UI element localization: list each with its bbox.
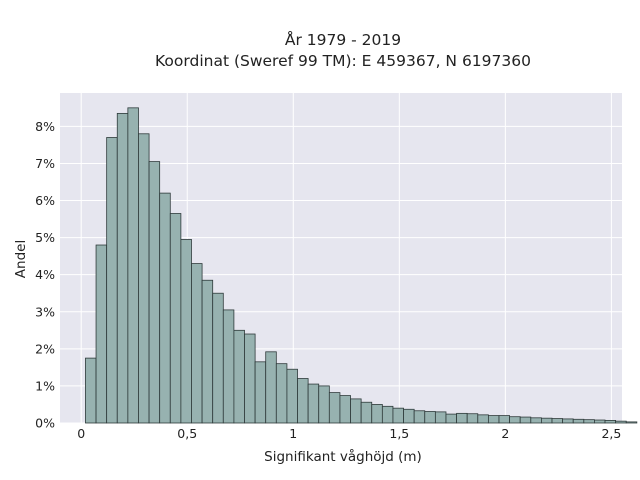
y-tick-label: 1% [35,378,55,393]
histogram-bar [244,333,256,424]
histogram-bar [530,417,542,424]
histogram-bars [85,107,638,424]
histogram-bar [477,414,489,424]
histogram-bar [572,418,585,424]
histogram-bar [212,292,224,424]
chart-title-line-2: Koordinat (Sweref 99 TM): E 459367, N 61… [155,52,531,70]
x-tick-label: 1,5 [389,426,409,441]
histogram-bar [297,378,309,424]
histogram-bar [509,416,521,424]
histogram-bar [583,419,595,424]
histogram-bar [148,161,161,424]
chart-title-line-1: År 1979 - 2019 [285,30,401,49]
histogram-bar [604,420,617,424]
histogram-bar [371,404,383,424]
histogram-bar [318,385,330,424]
histogram-bar [328,392,341,424]
y-tick-label: 3% [35,304,55,319]
histogram-bar [222,309,235,424]
x-axis-ticks: 0 0,5 1 1,5 2 2,5 [77,426,621,441]
histogram-bar [615,420,627,424]
histogram-bar [265,351,277,424]
y-tick-label: 2% [35,341,55,356]
histogram-bar [254,361,267,424]
histogram-bar [307,383,320,424]
histogram-bar [594,419,606,424]
histogram-bar [339,395,351,424]
x-tick-label: 0 [77,426,85,441]
histogram-bar [445,413,457,424]
x-tick-label: 2 [501,426,509,441]
histogram-bar [95,244,108,424]
histogram-bar [392,407,404,424]
x-axis-label: Signifikant våghöjd (m) [264,448,422,465]
y-axis-ticks: 0% 1% 2% 3% 4% 5% 6% 7% 8% [35,119,55,431]
y-tick-label: 0% [35,416,55,431]
histogram-bar [381,405,394,424]
histogram-bar [85,357,97,424]
histogram-bar [350,398,362,424]
histogram-bar [138,133,150,424]
histogram-bar [169,213,182,424]
histogram-bar [191,263,203,424]
histogram-bar [275,363,288,424]
histogram-bar [116,112,129,424]
histogram-bar [551,418,564,424]
y-tick-label: 6% [35,193,55,208]
histogram-bar [180,239,192,424]
histogram-bar [201,279,214,424]
histogram-bar [413,410,426,424]
histogram-bar [541,417,553,424]
histogram-bar [233,329,245,424]
y-axis-label: Andel [13,240,29,278]
histogram-bar [625,421,638,424]
histogram-bar [127,107,139,424]
x-tick-label: 0,5 [177,426,197,441]
histogram-bar [456,412,468,424]
y-tick-label: 4% [35,267,55,282]
histogram-bar [466,413,479,424]
histogram-bar [562,418,574,424]
histogram-bar [498,415,510,424]
x-tick-label: 1 [289,426,297,441]
histogram-bar [519,416,532,424]
y-tick-label: 5% [35,230,55,245]
histogram-bar [106,137,118,424]
histogram-bar [403,408,415,424]
histogram-bar [424,411,436,424]
y-tick-label: 7% [35,156,55,171]
y-tick-label: 8% [35,119,55,134]
histogram-bar [286,368,298,424]
histogram-bar [434,411,447,424]
histogram-bar [487,415,500,424]
histogram-bar [360,401,373,424]
histogram-bar [159,192,171,424]
x-tick-label: 2,5 [601,426,621,441]
